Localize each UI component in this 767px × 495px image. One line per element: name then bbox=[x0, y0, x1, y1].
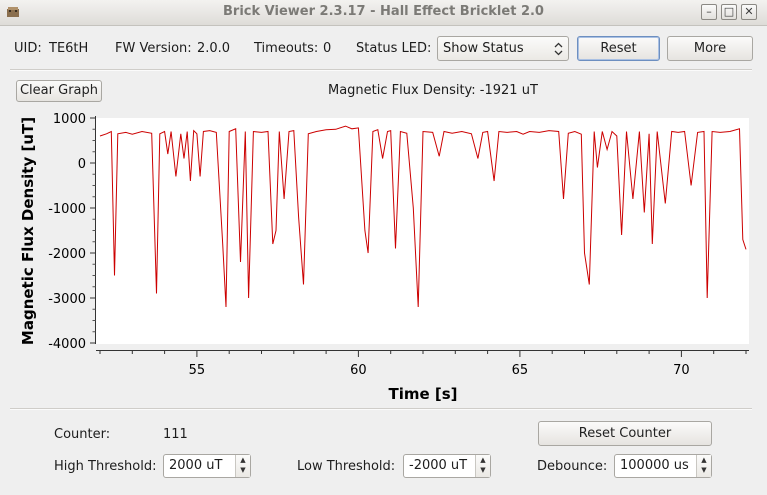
high-threshold-label: High Threshold: bbox=[54, 459, 157, 474]
fw-version-value: 2.0.0 bbox=[197, 41, 231, 56]
x-axis-label: Time [s] bbox=[388, 385, 457, 403]
y-tick-label: 0 bbox=[78, 157, 86, 172]
updown-chevron-icon bbox=[554, 42, 563, 56]
uid-label: UID: bbox=[14, 41, 42, 56]
uid-value: TE6tH bbox=[49, 41, 89, 56]
more-button[interactable]: More bbox=[667, 36, 753, 61]
timeouts-label: Timeouts: bbox=[254, 41, 319, 56]
reset-counter-button[interactable]: Reset Counter bbox=[538, 421, 712, 446]
x-tick-label: 55 bbox=[189, 363, 206, 378]
spin-arrows-icon[interactable]: ▲ ▼ bbox=[235, 455, 250, 477]
y-tick-label: -1000 bbox=[48, 202, 86, 217]
minimize-button[interactable]: – bbox=[701, 4, 717, 20]
debounce-label: Debounce: bbox=[537, 459, 608, 474]
x-tick-label: 70 bbox=[673, 363, 690, 378]
spin-arrows-icon[interactable]: ▲ ▼ bbox=[475, 455, 490, 477]
y-axis-label: Magnetic Flux Density [uT] bbox=[19, 117, 37, 345]
fw-version-label: FW Version: bbox=[115, 41, 192, 56]
clear-graph-button[interactable]: Clear Graph bbox=[16, 80, 102, 102]
high-threshold-spinbox[interactable]: 2000 uT ▲ ▼ bbox=[163, 454, 251, 478]
status-led-value: Show Status bbox=[443, 41, 524, 56]
bottom-separator bbox=[10, 408, 752, 410]
low-threshold-value: -2000 uT bbox=[409, 458, 468, 473]
counter-label: Counter: bbox=[54, 427, 111, 442]
brick-app-icon bbox=[7, 7, 19, 17]
timeouts-value: 0 bbox=[323, 41, 332, 56]
debounce-value: 100000 us bbox=[620, 458, 689, 473]
counter-value: 111 bbox=[163, 427, 188, 442]
spin-arrows-icon[interactable]: ▲ ▼ bbox=[696, 455, 711, 477]
title-bar: Brick Viewer 2.3.17 - Hall Effect Brickl… bbox=[0, 0, 767, 26]
status-led-select[interactable]: Show Status bbox=[437, 36, 569, 61]
y-tick-label: -3000 bbox=[48, 292, 86, 307]
maximize-button[interactable]: □ bbox=[721, 4, 737, 20]
header-separator bbox=[10, 69, 752, 71]
x-tick-label: 65 bbox=[512, 363, 529, 378]
current-value-label: Magnetic Flux Density: -1921 uT bbox=[328, 83, 538, 98]
y-tick-label: -4000 bbox=[48, 337, 86, 352]
window-title: Brick Viewer 2.3.17 - Hall Effect Brickl… bbox=[223, 4, 544, 19]
low-threshold-spinbox[interactable]: -2000 uT ▲ ▼ bbox=[403, 454, 491, 478]
close-button[interactable]: ✕ bbox=[741, 4, 757, 20]
reset-button[interactable]: Reset bbox=[577, 36, 660, 61]
debounce-spinbox[interactable]: 100000 us ▲ ▼ bbox=[614, 454, 712, 478]
low-threshold-label: Low Threshold: bbox=[297, 459, 396, 474]
series-line bbox=[99, 125, 747, 308]
y-tick-label: -2000 bbox=[48, 247, 86, 262]
status-led-label: Status LED: bbox=[356, 41, 432, 56]
x-tick-label: 60 bbox=[350, 363, 367, 378]
y-tick-label: 1000 bbox=[53, 112, 86, 127]
high-threshold-value: 2000 uT bbox=[169, 458, 223, 473]
